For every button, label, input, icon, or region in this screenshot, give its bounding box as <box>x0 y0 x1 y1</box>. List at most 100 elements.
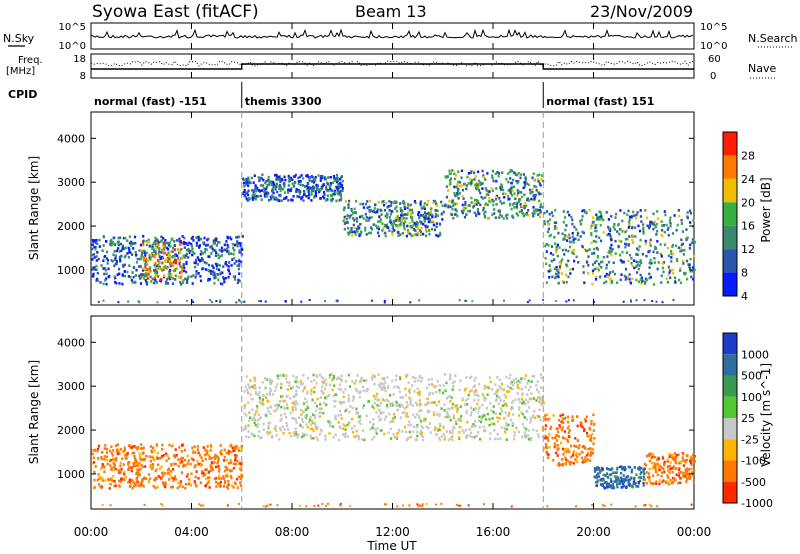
echo-cell <box>199 464 202 467</box>
echo-cell <box>243 404 246 407</box>
echo-cell <box>453 380 456 383</box>
echo-cell <box>567 299 570 302</box>
echo-cell <box>484 178 487 181</box>
echo-cell <box>584 419 587 423</box>
echo-cell <box>691 473 694 476</box>
power-colorbar-label: Power [dB] <box>759 177 773 242</box>
echo-cell <box>484 202 487 205</box>
echo-cell <box>434 213 438 216</box>
echo-cell <box>541 399 544 402</box>
echo-cell <box>592 263 595 266</box>
echo-cell <box>321 503 324 506</box>
echo-cell <box>493 422 496 426</box>
echo-cell <box>648 479 651 483</box>
echo-cell <box>544 436 547 440</box>
echo-cell <box>526 382 529 385</box>
echo-cell <box>500 183 503 186</box>
echo-cell <box>305 505 308 508</box>
echo-cell <box>520 377 523 380</box>
echo-cell <box>340 185 343 188</box>
echo-cell <box>184 242 187 245</box>
echo-cell <box>656 505 659 508</box>
echo-cell <box>525 433 528 437</box>
echo-cell <box>324 199 328 202</box>
echo-cell <box>625 251 629 254</box>
echo-cell <box>295 385 298 388</box>
echo-cell <box>418 390 421 394</box>
echo-cell <box>344 409 347 413</box>
echo-cell <box>385 415 388 418</box>
echo-cell <box>340 175 343 178</box>
echo-cell <box>291 401 294 405</box>
echo-cell <box>237 502 240 505</box>
echo-cell <box>456 183 459 186</box>
echo-cell <box>411 211 414 215</box>
echo-cell <box>353 211 356 214</box>
echo-cell <box>269 412 272 416</box>
echo-cell <box>579 421 582 424</box>
echo-cell <box>116 443 119 446</box>
echo-cell <box>651 452 654 456</box>
echo-cell <box>240 463 243 467</box>
echo-cell <box>587 263 590 267</box>
echo-cell <box>324 434 327 438</box>
echo-cell <box>253 421 256 425</box>
echo-cell <box>633 466 636 469</box>
echo-cell <box>293 395 296 399</box>
echo-cell <box>282 188 285 191</box>
echo-cell <box>392 417 395 420</box>
echo-cell <box>178 259 181 263</box>
echo-cell <box>692 218 695 222</box>
echo-cell <box>253 413 256 417</box>
echo-cell <box>102 235 105 238</box>
echo-cell <box>671 456 674 459</box>
echo-cell <box>621 250 624 254</box>
echo-cell <box>511 178 515 182</box>
echo-cell <box>627 465 630 469</box>
echo-cell <box>396 215 399 218</box>
echo-cell <box>640 276 643 280</box>
echo-cell <box>340 374 343 378</box>
echo-cell <box>215 485 218 488</box>
echo-cell <box>661 301 664 304</box>
echo-cell <box>603 481 606 485</box>
echo-cell <box>341 189 344 192</box>
echo-cell <box>575 452 579 455</box>
echo-cell <box>386 403 389 407</box>
echo-cell <box>288 381 291 384</box>
echo-cell <box>506 390 509 393</box>
echo-cell <box>131 271 134 274</box>
echo-cell <box>122 236 126 240</box>
echo-cell <box>201 470 204 473</box>
echo-cell <box>326 182 329 186</box>
echo-cell <box>172 269 175 273</box>
echo-cell <box>399 233 402 236</box>
echo-cell <box>319 411 322 414</box>
echo-cell <box>398 404 401 407</box>
echo-cell <box>477 394 480 398</box>
echo-cell <box>662 270 665 274</box>
echo-cell <box>385 398 388 402</box>
echo-cell <box>648 503 651 506</box>
echo-cell <box>121 282 124 286</box>
echo-cell <box>339 502 342 505</box>
echo-cell <box>313 178 317 181</box>
echo-cell <box>208 457 211 460</box>
echo-cell <box>375 395 378 399</box>
echo-cell <box>295 376 298 380</box>
echo-cell <box>626 213 629 216</box>
echo-cell <box>578 444 581 447</box>
echo-cell <box>361 202 365 206</box>
echo-cell <box>543 220 546 223</box>
echo-cell <box>674 276 677 280</box>
echo-cell <box>192 458 195 461</box>
nsearch-label: N.Search <box>748 32 798 45</box>
echo-cell <box>247 181 250 184</box>
echo-cell <box>155 455 159 459</box>
echo-cell <box>374 429 378 432</box>
echo-cell <box>361 385 365 389</box>
echo-cell <box>318 433 321 436</box>
echo-cell <box>123 263 126 267</box>
echo-cell <box>674 281 677 284</box>
echo-cell <box>268 183 271 186</box>
